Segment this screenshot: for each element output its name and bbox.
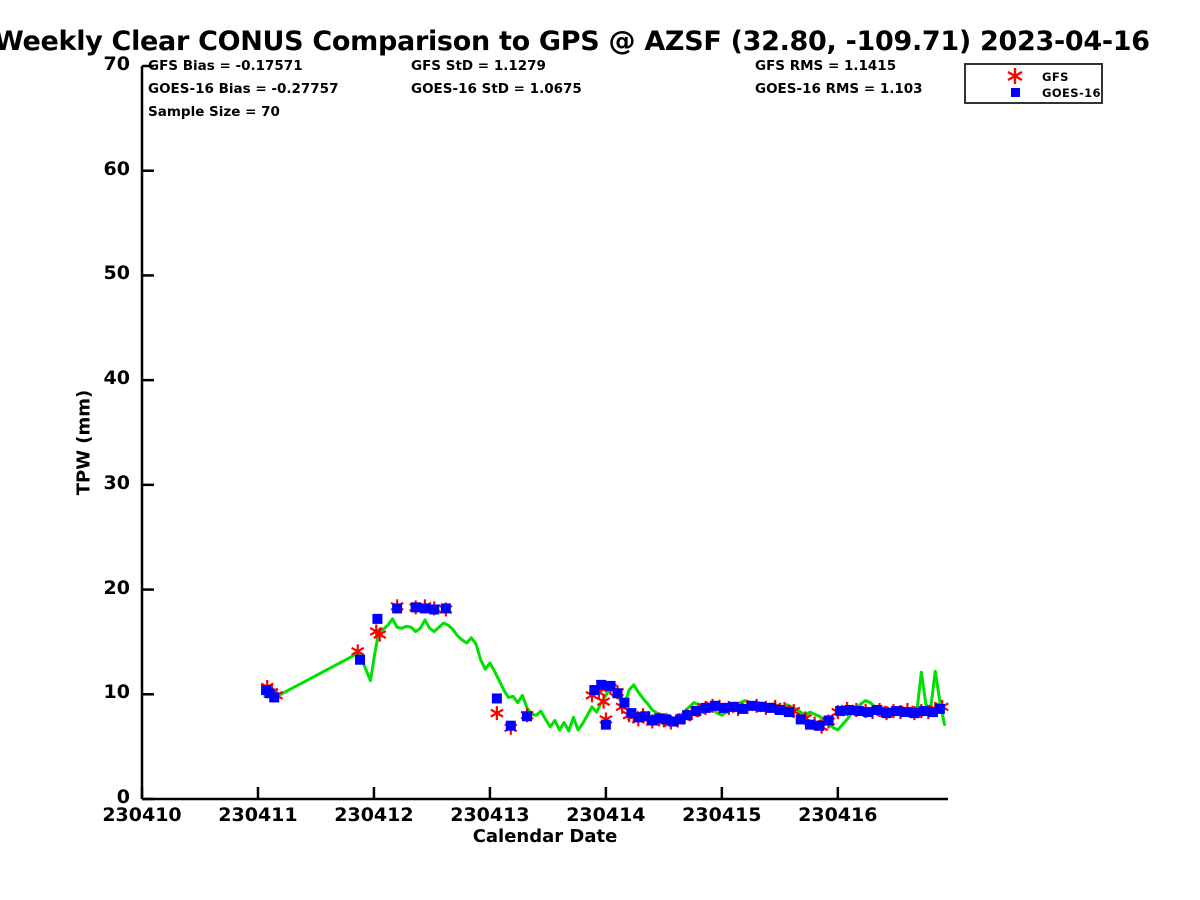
y-tick-label: 30	[103, 471, 130, 494]
legend-symbol-gfs	[1000, 66, 1030, 90]
y-tick-label: 0	[116, 786, 130, 808]
y-tick-label: 10	[103, 681, 130, 704]
stat-sample-size: Sample Size = 70	[148, 104, 280, 120]
stat-gfs-rms: GFS RMS = 1.1415	[755, 58, 897, 74]
legend-label-goes16: GOES-16	[1042, 86, 1101, 100]
data-series	[260, 599, 949, 735]
y-tick-label: 70	[103, 53, 130, 75]
chart-title: Weekly Clear CONUS Comparison to GPS @ A…	[0, 26, 1150, 57]
stat-goes16-bias: GOES-16 Bias = -0.27757	[148, 81, 339, 97]
y-tick-label: 40	[103, 367, 130, 390]
stat-gfs-std: GFS StD = 1.1279	[411, 58, 546, 74]
asterisk-icon	[1007, 68, 1023, 84]
x-tick-label: 230414	[566, 804, 646, 826]
y-tick-label: 50	[103, 262, 130, 285]
legend-label-gfs: GFS	[1042, 70, 1069, 84]
x-tick-label: 230416	[798, 804, 878, 826]
axes	[140, 64, 948, 801]
y-tick-label: 60	[103, 157, 130, 180]
stat-goes16-std: GOES-16 StD = 1.0675	[411, 81, 582, 97]
stat-goes16-rms: GOES-16 RMS = 1.103	[755, 81, 923, 97]
x-tick-label: 230412	[334, 804, 414, 826]
stat-gfs-bias: GFS Bias = -0.17571	[148, 58, 303, 74]
square-icon	[1011, 88, 1020, 97]
x-tick-label: 230410	[102, 804, 182, 826]
x-tick-label: 230413	[450, 804, 530, 826]
y-tick-label: 20	[103, 576, 130, 599]
x-axis-label: Calendar Date	[472, 826, 618, 847]
x-tick-label: 230411	[218, 804, 298, 826]
x-tick-label: 230415	[682, 804, 762, 826]
legend-symbol-goes16	[1000, 85, 1030, 105]
legend: GFS GOES-16	[964, 63, 1103, 104]
